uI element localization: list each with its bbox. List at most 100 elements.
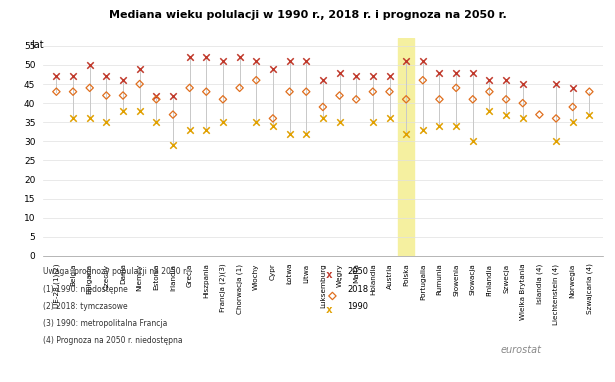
Point <box>534 112 544 118</box>
Point <box>268 123 278 129</box>
Point <box>135 66 145 72</box>
Point <box>401 58 411 64</box>
Text: Mediana wieku polulacji w 1990 r., 2018 r. i prognoza na 2050 r.: Mediana wieku polulacji w 1990 r., 2018 … <box>109 10 506 19</box>
Point <box>151 119 161 125</box>
Point <box>501 112 511 118</box>
Point <box>101 119 111 125</box>
Point <box>52 73 62 79</box>
Point <box>351 96 361 102</box>
Point <box>485 89 494 95</box>
Point <box>252 77 261 83</box>
Point <box>252 119 261 125</box>
Point <box>318 115 328 121</box>
Point <box>101 73 111 79</box>
Point <box>68 115 78 121</box>
Point <box>568 85 577 91</box>
Text: (4) Prognoza na 2050 r. niedostępna: (4) Prognoza na 2050 r. niedostępna <box>43 336 183 345</box>
Point <box>318 104 328 110</box>
Point <box>118 108 128 114</box>
Point <box>328 293 338 299</box>
Point <box>384 73 394 79</box>
Point <box>451 123 461 129</box>
Point <box>368 119 378 125</box>
Point <box>584 89 594 95</box>
Point <box>184 85 194 91</box>
Point <box>218 58 228 64</box>
Point <box>218 96 228 102</box>
Point <box>435 96 445 102</box>
Point <box>101 92 111 99</box>
Point <box>285 131 295 137</box>
Point <box>184 54 194 60</box>
Point <box>518 81 528 87</box>
Point <box>451 70 461 76</box>
Point <box>335 70 344 76</box>
Text: x: x <box>326 305 332 315</box>
Point <box>551 81 561 87</box>
Point <box>135 81 145 87</box>
Point <box>368 73 378 79</box>
Point <box>118 77 128 83</box>
Point <box>118 92 128 99</box>
Point <box>418 127 428 133</box>
Point <box>268 66 278 72</box>
Point <box>485 77 494 83</box>
Point <box>401 131 411 137</box>
Point <box>85 85 95 91</box>
Point <box>518 115 528 121</box>
Text: eurostat: eurostat <box>500 345 541 355</box>
Point <box>184 127 194 133</box>
Point <box>301 89 311 95</box>
Point <box>551 138 561 144</box>
Point <box>418 77 428 83</box>
Point <box>151 96 161 102</box>
Point <box>151 92 161 99</box>
Point <box>201 89 211 95</box>
Point <box>568 119 577 125</box>
Point <box>435 123 445 129</box>
Point <box>384 89 394 95</box>
Point <box>368 89 378 95</box>
Point <box>268 115 278 121</box>
Point <box>485 108 494 114</box>
Point <box>318 77 328 83</box>
Point <box>168 92 178 99</box>
Point <box>518 100 528 106</box>
Point <box>384 115 394 121</box>
Text: Uwaga: prognozy populacji na 2050 r.: Uwaga: prognozy populacji na 2050 r. <box>43 267 188 277</box>
Point <box>252 58 261 64</box>
Point <box>418 58 428 64</box>
Text: x: x <box>326 270 332 280</box>
Point <box>285 89 295 95</box>
Point <box>335 92 344 99</box>
Point <box>301 58 311 64</box>
Point <box>335 119 344 125</box>
Text: 1990: 1990 <box>347 302 368 311</box>
Point <box>468 70 478 76</box>
Point <box>135 108 145 114</box>
Text: (2) 2018: tymczasowe: (2) 2018: tymczasowe <box>43 302 128 311</box>
Point <box>435 70 445 76</box>
Point <box>68 73 78 79</box>
Point <box>568 104 577 110</box>
Point <box>468 96 478 102</box>
Point <box>501 96 511 102</box>
Point <box>351 73 361 79</box>
Text: (3) 1990: metropolitalna Francja: (3) 1990: metropolitalna Francja <box>43 319 167 328</box>
Point <box>168 112 178 118</box>
Point <box>201 54 211 60</box>
Point <box>468 138 478 144</box>
Text: 2050: 2050 <box>347 267 368 277</box>
Point <box>85 62 95 68</box>
Point <box>68 89 78 95</box>
Point <box>401 96 411 102</box>
Point <box>501 77 511 83</box>
Point <box>584 112 594 118</box>
Point <box>201 127 211 133</box>
Point <box>168 142 178 148</box>
Point <box>301 131 311 137</box>
Text: lat: lat <box>31 40 44 50</box>
Text: (1) 1990: niedostępne: (1) 1990: niedostępne <box>43 285 128 294</box>
Point <box>285 58 295 64</box>
Point <box>218 119 228 125</box>
